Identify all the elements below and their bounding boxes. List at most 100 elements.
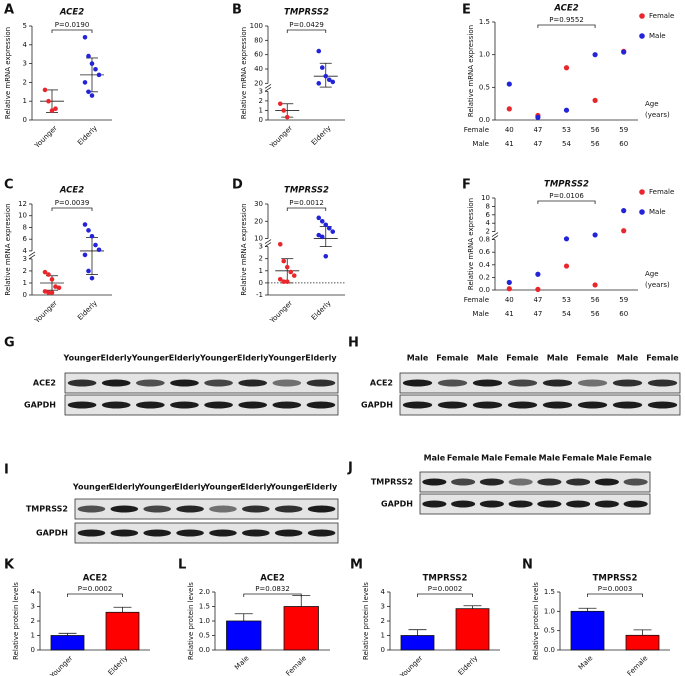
data-point bbox=[563, 236, 570, 242]
chart-title: ACE2 bbox=[83, 574, 108, 584]
data-point bbox=[86, 268, 91, 274]
y-axis-label: Relative protein levels bbox=[532, 582, 540, 660]
data-point bbox=[89, 61, 95, 66]
data-point bbox=[592, 97, 598, 103]
panel-letter: H bbox=[348, 336, 359, 351]
y-tick-label: 1.0 bbox=[479, 51, 490, 59]
data-point bbox=[281, 108, 287, 113]
y-tick-label: 1 bbox=[381, 632, 385, 640]
lane-label: Female bbox=[504, 454, 537, 463]
blot-band bbox=[204, 379, 233, 387]
blot-band bbox=[623, 478, 648, 486]
blot-band bbox=[507, 379, 538, 387]
blot-band bbox=[306, 379, 336, 387]
bar bbox=[105, 611, 140, 651]
table-row-label: Female bbox=[464, 126, 489, 134]
blot-band bbox=[272, 401, 302, 409]
panel-letter: A bbox=[4, 3, 14, 18]
lane-label: Younger bbox=[269, 483, 307, 492]
significance-bracket bbox=[286, 207, 327, 211]
panel-letter: C bbox=[4, 178, 14, 193]
x-tick-label: Elderly bbox=[310, 299, 333, 322]
lane-label: Younger bbox=[199, 354, 237, 363]
age-label: 47 bbox=[533, 140, 542, 148]
blot-band bbox=[537, 478, 562, 486]
panel-letter: K bbox=[4, 558, 15, 573]
p-value: P=0.0429 bbox=[289, 21, 324, 29]
y-tick-label: 3 bbox=[259, 243, 263, 251]
table-row-label: Male bbox=[472, 310, 489, 318]
chart-title: ACE2 bbox=[59, 8, 84, 18]
blot-band bbox=[479, 478, 504, 486]
y-tick-label: 3 bbox=[23, 60, 27, 68]
data-point bbox=[277, 101, 283, 107]
y-tick-label: 2 bbox=[23, 267, 27, 275]
blot-band bbox=[542, 379, 573, 387]
legend-label: Female bbox=[649, 188, 674, 196]
blot-band bbox=[402, 379, 433, 387]
y-tick-label: 60 bbox=[254, 51, 263, 59]
y-tick-label: 30 bbox=[254, 200, 263, 208]
y-tick-label: 20 bbox=[254, 217, 263, 225]
y-tick-label: 8 bbox=[486, 202, 490, 210]
blot-band bbox=[472, 379, 503, 387]
data-point bbox=[93, 242, 98, 248]
chart-title: TMPRSS2 bbox=[593, 574, 638, 584]
data-point bbox=[96, 247, 102, 253]
age-label: 53 bbox=[562, 296, 571, 304]
row-label: GAPDH bbox=[361, 401, 393, 410]
blot-band bbox=[274, 529, 303, 537]
data-point bbox=[621, 49, 627, 55]
blot-band bbox=[577, 401, 608, 409]
age-label: 40 bbox=[505, 296, 514, 304]
panel-letter: B bbox=[232, 3, 242, 18]
chart-title: TMPRSS2 bbox=[423, 574, 468, 584]
bar bbox=[455, 608, 490, 651]
data-point bbox=[281, 258, 287, 264]
lane-label: Younger bbox=[72, 483, 110, 492]
p-value: P=0.9552 bbox=[549, 16, 584, 24]
blot-band bbox=[242, 505, 270, 513]
lane-label: Male bbox=[407, 354, 429, 363]
data-point bbox=[288, 269, 294, 275]
p-value: P=0.0012 bbox=[289, 199, 324, 207]
y-tick-label: 10 bbox=[481, 194, 490, 202]
blot-band bbox=[209, 529, 237, 537]
x-tick-label: Younger bbox=[33, 299, 59, 325]
data-point bbox=[621, 208, 627, 214]
data-point bbox=[506, 106, 512, 112]
data-point bbox=[42, 289, 48, 294]
blot-band bbox=[272, 379, 302, 387]
p-value: P=0.0002 bbox=[428, 585, 463, 593]
lane-label: Male bbox=[617, 354, 639, 363]
y-tick-label: 0.5 bbox=[479, 83, 490, 91]
x-axis-label: (years) bbox=[645, 281, 670, 289]
lane-label: Younger bbox=[267, 354, 305, 363]
lane-label: Male bbox=[547, 354, 569, 363]
data-point bbox=[323, 73, 329, 79]
y-tick-label: 0 bbox=[31, 646, 35, 654]
y-tick-label: 6 bbox=[486, 211, 491, 219]
data-point bbox=[93, 66, 98, 72]
age-label: 47 bbox=[533, 126, 542, 134]
data-point bbox=[326, 225, 332, 231]
blot-band bbox=[508, 500, 533, 508]
blot-band bbox=[508, 478, 533, 486]
data-point bbox=[86, 228, 91, 233]
bar bbox=[226, 620, 262, 651]
lane-label: Elderly bbox=[237, 354, 269, 363]
data-point bbox=[621, 228, 627, 234]
lane-label: Female bbox=[576, 354, 609, 363]
blot-band bbox=[143, 505, 171, 513]
y-tick-label: 1.5 bbox=[479, 18, 490, 26]
blot-band bbox=[306, 401, 336, 409]
lane-label: Male bbox=[477, 354, 499, 363]
lane-label: Female bbox=[436, 354, 469, 363]
lane-label: Female bbox=[506, 354, 539, 363]
y-tick-label: 12 bbox=[18, 200, 27, 208]
data-point bbox=[563, 263, 570, 269]
y-tick-label: 0.8 bbox=[479, 236, 490, 244]
x-tick-label: Female bbox=[285, 654, 309, 676]
y-axis-label: Relative mRNA expression bbox=[4, 27, 12, 119]
